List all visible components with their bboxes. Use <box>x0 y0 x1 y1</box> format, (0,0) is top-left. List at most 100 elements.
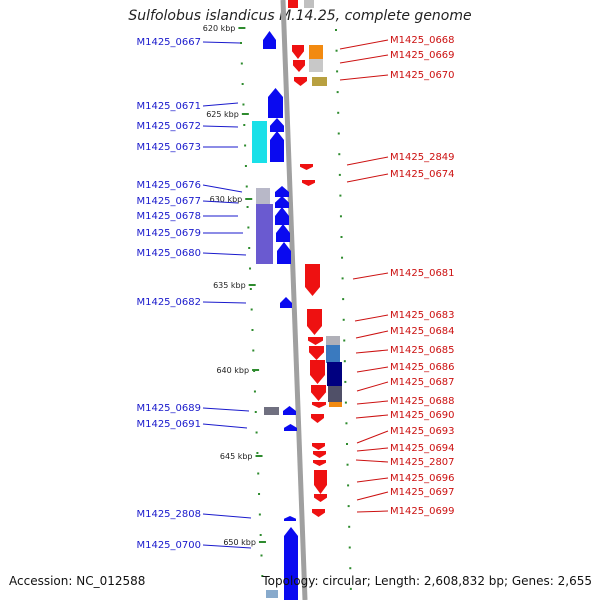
gene-arrow-reverse <box>309 346 324 360</box>
leader-line <box>339 39 389 50</box>
leader-line <box>202 200 239 204</box>
gene-arrow-reverse <box>293 60 305 72</box>
gene-arrow-reverse <box>313 451 326 458</box>
gene-label-right: M1425_0696 <box>390 473 455 484</box>
gene-label-left: M1425_0673 <box>136 142 201 153</box>
leader-line <box>355 330 389 339</box>
gene-label-right: M1425_0674 <box>390 169 455 180</box>
gene-label-right: M1425_0693 <box>390 426 455 437</box>
gene-arrow-reverse <box>307 309 322 335</box>
cog-color-box <box>328 386 342 402</box>
gene-arrow-reverse <box>312 402 326 408</box>
gene-arrow-reverse <box>314 470 327 494</box>
gene-arrow-forward <box>275 196 289 208</box>
gene-arrow-reverse <box>311 414 324 423</box>
scale-tick-label: 640 kbp <box>216 366 249 375</box>
gene-arrow-forward <box>277 242 291 264</box>
gene-arrow-forward <box>275 207 289 225</box>
leader-line <box>202 184 243 193</box>
gene-arrow-reverse <box>292 45 304 59</box>
leader-line <box>202 423 248 429</box>
cog-color-box <box>256 204 273 264</box>
gene-label-left: M1425_0682 <box>136 297 201 308</box>
gene-label-right: M1425_0690 <box>390 410 455 421</box>
leader-line <box>202 513 252 519</box>
cog-color-box <box>252 121 267 163</box>
leader-line <box>346 156 389 166</box>
tick-layer <box>238 27 352 590</box>
gene-arrow-reverse <box>300 164 313 170</box>
cog-color-box <box>309 45 323 59</box>
gene-label-left: M1425_0700 <box>136 540 201 551</box>
accession-text: Accession: NC_012588 <box>9 574 146 588</box>
gene-label-left: M1425_0671 <box>136 101 201 112</box>
cog-color-box <box>329 402 342 407</box>
leader-line <box>356 400 389 405</box>
gene-arrow-reverse <box>302 180 315 186</box>
gene-arrow-forward <box>275 186 289 197</box>
gene-label-left: M1425_0678 <box>136 211 201 222</box>
leader-line <box>355 459 389 463</box>
gene-label-left: M1425_2808 <box>136 509 201 520</box>
gene-arrow-forward <box>263 31 276 49</box>
gene-arrow-forward <box>276 224 290 242</box>
leader-line <box>356 447 389 452</box>
scale-tick-label: 630 kbp <box>210 195 243 204</box>
leader-line <box>202 41 241 44</box>
gene-arrow-reverse <box>288 0 298 8</box>
leader-line <box>202 125 239 128</box>
gene-arrow-reverse <box>308 337 323 345</box>
leader-line <box>356 510 389 513</box>
gene-arrow-forward <box>283 406 296 415</box>
leader-line <box>202 544 252 549</box>
label-layer: 620 kbp 625 kbp 630 kbp 635 kbp 640 kbp 645 k… <box>136 24 454 551</box>
gene-label-left: M1425_0672 <box>136 121 201 132</box>
gene-label-right: M1425_0697 <box>390 487 455 498</box>
leader-line <box>356 430 389 444</box>
gene-label-right: M1425_2849 <box>390 152 455 163</box>
gene-arrow-forward <box>268 88 283 118</box>
leader-line <box>355 349 389 354</box>
gene-label-right: M1425_0699 <box>390 506 455 517</box>
gene-label-left: M1425_0676 <box>136 180 201 191</box>
cog-color-box <box>256 188 270 206</box>
gene-label-right: M1425_0688 <box>390 396 455 407</box>
scale-tick-label: 645 kbp <box>220 452 253 461</box>
gene-arrow-reverse <box>313 460 326 466</box>
gene-arrow-reverse <box>311 385 326 401</box>
gene-label-right: M1425_0668 <box>390 35 455 46</box>
leader-line <box>356 477 389 483</box>
gene-arrow-reverse <box>312 509 325 517</box>
scale-tick-label: 625 kbp <box>206 110 239 119</box>
cog-color-box <box>264 407 279 415</box>
gene-label-right: M1425_0670 <box>390 70 455 81</box>
gene-arrow-forward <box>284 424 297 431</box>
cog-color-box <box>309 59 323 72</box>
scale-tick-label: 650 kbp <box>223 538 256 547</box>
gene-label-right: M1425_0681 <box>390 268 455 279</box>
leader-line <box>356 381 389 392</box>
cog-color-box <box>312 77 327 86</box>
cog-color-box <box>326 345 340 363</box>
gene-label-left: M1425_0680 <box>136 248 201 259</box>
cog-color-box <box>326 336 340 346</box>
gene-label-right: M1425_0686 <box>390 362 455 373</box>
gene-arrow-forward <box>270 118 284 132</box>
gene-label-right: M1425_0684 <box>390 326 455 337</box>
gene-arrow-reverse <box>314 494 327 502</box>
gene-arrow-forward <box>284 527 298 600</box>
gene-label-left: M1425_0689 <box>136 403 201 414</box>
gene-label-left: M1425_0679 <box>136 228 201 239</box>
gene-label-right: M1425_0685 <box>390 345 455 356</box>
genome-summary: Topology: circular; Length: 2,608,832 bp… <box>262 574 592 588</box>
backbone-layer <box>280 0 308 600</box>
leader-line <box>339 74 389 81</box>
cog-color-box <box>304 0 314 8</box>
gene-arrow-forward <box>280 297 292 308</box>
gene-label-right: M1425_0694 <box>390 443 455 454</box>
scale-tick-label: 620 kbp <box>203 24 236 33</box>
leader-line <box>202 102 239 107</box>
leader-line <box>356 491 389 501</box>
